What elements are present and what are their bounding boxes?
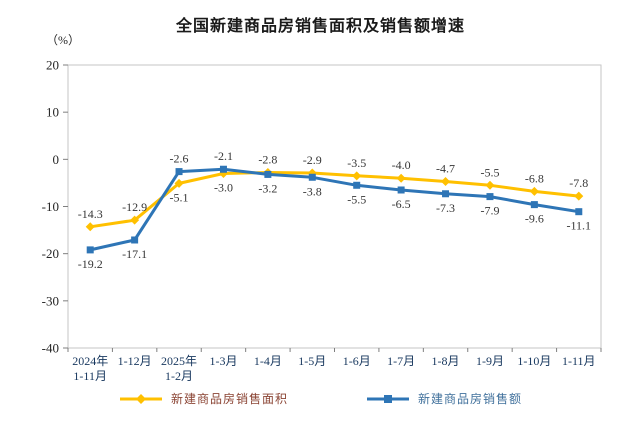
data-label: -19.2 [78,257,103,271]
data-label: -5.5 [480,165,499,179]
data-point-marker [353,181,361,189]
data-label: -3.2 [258,181,277,195]
data-label: -6.8 [525,171,544,185]
data-label: -7.3 [436,201,455,215]
y-axis-tick-label: 10 [46,105,59,120]
series-line-0 [88,171,581,229]
series-line-1 [88,167,581,252]
x-axis-category-label: 1-5月 [298,354,326,368]
x-axis-category-label: 1-4月 [254,354,282,368]
legend-label-sales-amount: 新建商品房销售额 [418,392,523,406]
legend-label-sales-area: 新建商品房销售面积 [170,392,288,406]
chart-title: 全国新建商品房销售面积及销售额增速 [175,18,465,35]
data-point-marker [530,201,538,209]
data-label: -12.9 [122,200,147,214]
data-point-marker [485,180,495,190]
data-point-marker [575,208,583,216]
x-axis-category-label: 1-7月 [387,354,415,368]
data-point-marker [86,246,94,254]
data-label: -14.3 [78,207,103,221]
data-point-marker [574,191,584,201]
data-label: -4.7 [436,162,455,176]
data-label: -4.0 [392,158,411,172]
legend-swatch-amount-square-icon [367,394,409,403]
legend-item-sales-amount: 新建商品房销售额 [366,390,522,407]
data-label: -3.5 [347,156,366,170]
data-point-marker [175,168,183,176]
data-label: -2.8 [258,153,277,167]
x-axis-category-label: 1-8月 [432,354,460,368]
data-point-marker [486,193,494,201]
data-point-marker [219,165,227,173]
data-label: -3.8 [303,184,322,198]
data-label: -9.6 [525,212,544,226]
data-label: -17.1 [122,247,147,261]
chart-legend: 新建商品房销售面积 新建商品房销售额 [0,390,641,407]
x-axis-category-label: 2025年 [161,354,197,368]
x-axis-category-label: 1-6月 [343,354,371,368]
y-axis-tick-label: -10 [42,199,59,214]
data-point-marker [130,215,140,225]
x-axis-category-label: 1-3月 [209,354,237,368]
legend-swatch-area-diamond-icon [119,393,162,404]
x-axis-category-label: 1-11月 [562,354,596,368]
data-point-marker [352,171,362,181]
x-axis-category-label: 2024年 [72,354,108,368]
data-label: -6.5 [392,197,411,211]
data-label: -3.0 [214,180,233,194]
data-label: -7.9 [480,204,499,218]
data-label: -11.1 [567,219,592,233]
data-point-marker [441,177,451,187]
data-label: -2.1 [214,149,233,163]
legend-item-sales-area: 新建商品房销售面积 [119,390,288,407]
data-label: -5.5 [347,192,366,206]
y-axis-tick-label: 0 [53,152,60,167]
x-axis-category-label: 1-10月 [517,354,551,368]
data-point-marker [529,186,539,196]
data-label: -2.9 [303,153,322,167]
x-axis-category-label: 1-9月 [476,354,504,368]
y-axis-tick-label: -40 [42,341,59,356]
y-axis-unit-label: （%） [46,33,80,47]
data-label: -5.1 [170,190,189,204]
data-label: -2.6 [170,152,189,166]
data-point-marker [442,190,450,198]
data-label: -7.8 [569,176,588,190]
y-axis-tick-label: -30 [42,293,59,308]
data-point-marker [397,186,405,194]
plot-frame [67,64,602,349]
data-point-marker [131,236,139,244]
data-point-marker [85,222,95,232]
y-axis-tick-label: -20 [42,246,59,261]
x-axis-category-label: 1-12月 [118,354,152,368]
data-point-marker [264,170,272,178]
data-point-marker [174,178,184,188]
data-point-marker [396,173,406,183]
x-axis-category-label: 1-11月 [73,369,107,383]
x-axis-category-label: 1-2月 [165,369,193,383]
data-point-marker [308,173,316,181]
y-axis-tick-label: 20 [46,58,59,73]
